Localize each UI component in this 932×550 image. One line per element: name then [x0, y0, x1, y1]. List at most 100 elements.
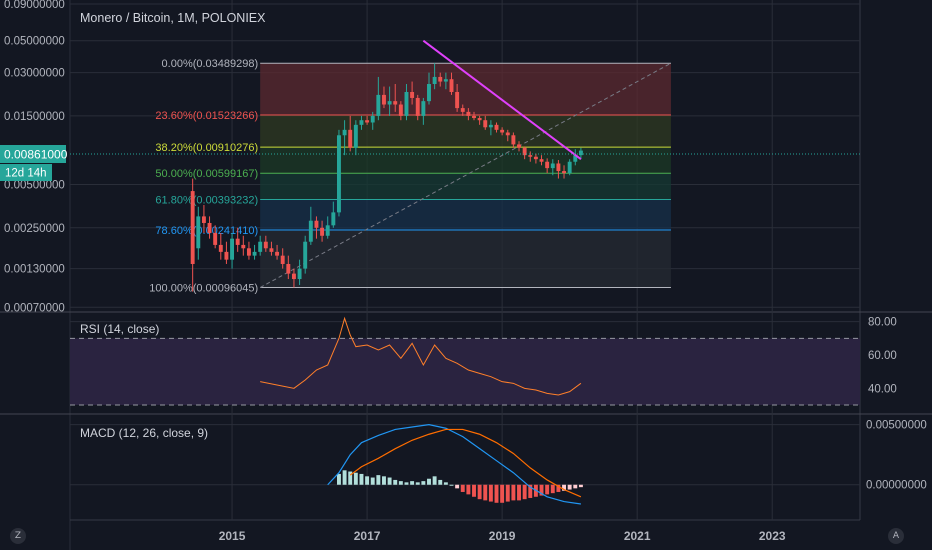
- time-tick-label: 2017: [354, 529, 381, 543]
- candle-body: [539, 159, 544, 162]
- last-price-badge: [0, 145, 66, 163]
- fib-zone: [260, 173, 671, 200]
- macd-histogram-bar: [376, 475, 381, 485]
- candle-body: [190, 191, 195, 264]
- candle-body: [398, 104, 403, 116]
- candle-body: [336, 135, 341, 213]
- macd-line: [327, 424, 581, 505]
- macd-histogram-bar: [500, 484, 505, 503]
- macd-histogram-bar: [472, 484, 476, 497]
- macd-histogram-bar: [449, 484, 454, 486]
- candle-body: [320, 227, 325, 236]
- drawing-layer[interactable]: [422, 39, 582, 160]
- rsi-pane: 80.00 60.00 40.00: [70, 316, 897, 406]
- price-tick-label: 0.09000000: [4, 0, 65, 11]
- macd-histogram-bar: [539, 484, 544, 496]
- candle-body: [258, 241, 263, 252]
- macd-histogram-bar: [432, 476, 437, 485]
- candle-body: [443, 79, 448, 82]
- candle-body: [286, 263, 291, 274]
- candle-body: [365, 120, 370, 123]
- candle-body: [500, 129, 505, 133]
- time-tick-label: 2023: [759, 529, 786, 543]
- candlestick-series[interactable]: [190, 63, 583, 292]
- fib-level-label: 100.00%(0.00096045): [149, 283, 258, 295]
- price-axis[interactable]: 0.09000000 0.05000000 0.03000000 0.01500000…: [4, 0, 65, 314]
- candle-body: [528, 155, 533, 157]
- rsi-band: [70, 338, 860, 405]
- macd-histogram-bar: [415, 482, 420, 485]
- fib-zone: [260, 114, 671, 148]
- time-tick-label: 2019: [489, 529, 516, 543]
- time-axis[interactable]: 2015 2017 2019 2021 2023: [219, 529, 786, 543]
- auto-scale-icon[interactable]: A: [888, 528, 904, 544]
- candle-body: [325, 225, 330, 236]
- candle-body: [224, 251, 229, 260]
- candle-body: [460, 108, 465, 112]
- time-tick-label: 2015: [219, 529, 246, 543]
- candle-body: [291, 273, 296, 280]
- macd-histogram-bar: [382, 476, 386, 485]
- candle-body: [370, 115, 375, 123]
- macd-histogram-bar: [477, 484, 482, 500]
- candle-body: [545, 161, 550, 169]
- macd-histogram-bar: [488, 484, 493, 502]
- rsi-line: [260, 316, 582, 396]
- candle-body: [404, 91, 409, 116]
- macd-histogram-bar: [410, 481, 415, 485]
- fib-zone: [260, 147, 671, 174]
- fib-zone: [260, 63, 671, 115]
- candle-body: [308, 220, 313, 242]
- candle-body: [348, 129, 353, 148]
- candle-body: [269, 248, 274, 252]
- candle-body: [488, 124, 493, 128]
- macd-histogram-bar: [460, 484, 465, 492]
- macd-histogram-bar: [562, 484, 566, 491]
- candle-body: [483, 120, 488, 128]
- candle-body: [241, 244, 246, 249]
- macd-histogram-bar: [393, 479, 398, 485]
- candle-body: [353, 124, 358, 148]
- macd-histogram-bar: [455, 484, 460, 489]
- macd-histogram-bar: [398, 481, 403, 485]
- candle-body: [505, 132, 510, 136]
- candle-body: [280, 255, 285, 264]
- macd-histogram-bar: [511, 484, 516, 501]
- macd-histogram-bar: [365, 476, 370, 485]
- fibonacci-retracement[interactable]: 0.00%(0.03489298) 23.60%(0.01523266) 38.20…: [149, 58, 672, 295]
- candle-body: [517, 144, 521, 148]
- macd-histogram-bar: [443, 482, 448, 485]
- countdown-value: 12d 14h: [5, 168, 47, 180]
- macd-histogram-bar: [438, 479, 443, 485]
- candle-body: [567, 161, 572, 174]
- rsi-tick-label: 40.00: [868, 383, 897, 395]
- countdown-badge: [0, 164, 52, 181]
- price-tick-label: 0.01500000: [4, 111, 65, 123]
- macd-histogram-bar: [421, 481, 426, 485]
- last-price-value: 0.00861000: [4, 148, 68, 162]
- macd-title: MACD (12, 26, close, 9): [80, 426, 208, 440]
- fib-level-label: 78.60%(0.00241410): [155, 225, 258, 237]
- candle-body: [415, 97, 420, 116]
- candle-body: [449, 79, 454, 92]
- candle-body: [550, 163, 555, 169]
- resistance-trendline: [422, 39, 582, 160]
- candle-body: [235, 238, 240, 245]
- macd-histogram-bar: [578, 484, 583, 488]
- zoom-icon[interactable]: Z: [10, 528, 26, 544]
- price-tick-label: 0.03000000: [4, 68, 65, 80]
- macd-histogram-bar: [556, 484, 561, 492]
- rsi-title: RSI (14, close): [80, 322, 159, 336]
- macd-histogram-bar: [387, 477, 392, 485]
- macd-histogram-bar: [404, 482, 409, 485]
- fib-level-label: 23.60%(0.01523266): [155, 110, 258, 122]
- candle-body: [303, 241, 308, 269]
- macd-histogram-bar: [348, 471, 353, 485]
- candle-body: [522, 147, 527, 156]
- price-tick-label: 0.00130000: [4, 264, 65, 276]
- candle-body: [421, 101, 426, 116]
- candle-body: [410, 91, 415, 98]
- candle-body: [297, 268, 302, 280]
